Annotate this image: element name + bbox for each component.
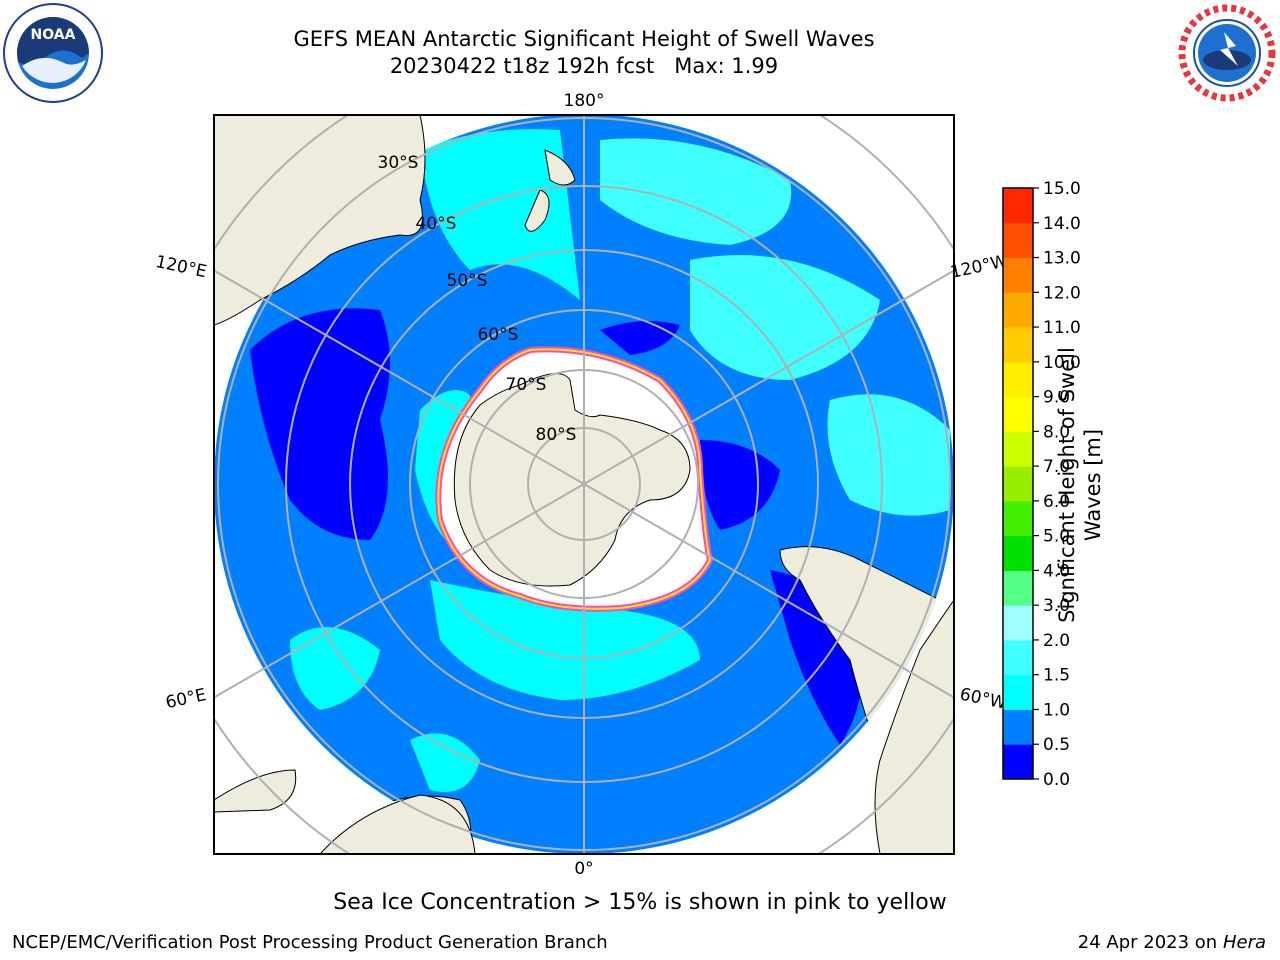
swell-zone-cyan	[290, 627, 380, 710]
swell-zone-cyan	[430, 580, 700, 700]
footer-credit: NCEP/EMC/Verification Post Processing Pr…	[12, 932, 608, 953]
colorbar-segment	[1003, 396, 1033, 432]
colorbar-segment	[1003, 639, 1033, 676]
noaa-logo-text: NOAA	[31, 27, 76, 43]
swell-zone-cyan	[410, 733, 480, 792]
swell-zone-low	[250, 308, 390, 540]
swell-zone-cyan	[420, 129, 580, 300]
colorbar-frame	[1002, 187, 1034, 780]
colorbar-segment	[1003, 674, 1033, 710]
colorbar-segment	[1003, 431, 1033, 467]
colorbar-tick-label: 5.0	[1043, 527, 1070, 547]
colorbar-tick-label: 11.0	[1043, 318, 1081, 338]
footer-date-text: 24 Apr 2023 on	[1077, 932, 1223, 953]
colorbar-segment	[1003, 709, 1033, 745]
colorbar-segment	[1003, 361, 1033, 398]
colorbar-label: Significant Height of Swell Waves [m]	[1055, 347, 1105, 623]
title-line-1: GEFS MEAN Antarctic Significant Height o…	[293, 27, 875, 51]
lat-label-80s: 80°S	[536, 425, 577, 445]
madagascar-outer	[214, 769, 297, 813]
lat-label-30s: 30°S	[378, 153, 419, 173]
colorbar-tick-label: 6.0	[1043, 492, 1070, 512]
longitude-gridlines	[214, 115, 954, 854]
swell-zone-cyan	[600, 138, 792, 245]
colorbar-tick-label: 13.0	[1043, 249, 1081, 269]
lon-label-120e: 120°E	[154, 252, 209, 282]
colorbar-tick-label: 12.0	[1043, 283, 1081, 303]
colorbar-tick-label: 1.5	[1043, 666, 1070, 686]
colorbar-tick-label: 0.5	[1043, 735, 1070, 755]
colorbar-segment	[1003, 292, 1033, 328]
colorbar-segment	[1003, 535, 1033, 571]
colorbar-segment	[1003, 257, 1033, 293]
colorbar-segment	[1003, 500, 1033, 537]
colorbar-segment	[1003, 466, 1033, 502]
swell-zone-cyan	[827, 394, 950, 516]
new-zealand	[544, 149, 576, 186]
colorbar-tick-label: 0.0	[1043, 770, 1070, 790]
swell-zone-low	[600, 321, 680, 355]
lat-label-40s: 40°S	[416, 214, 457, 234]
colorbar: 0.0 0.5 1.0 1.5 2.0 3.0 4.0 5.0 6.0 7.0 8.0 9.0 10.0…	[1002, 180, 1081, 790]
colorbar-tick-label: 1.0	[1043, 700, 1070, 720]
colorbar-tick-label: 9.0	[1043, 388, 1070, 408]
colorbar-tick-label: 7.0	[1043, 457, 1070, 477]
lon-label-0: 0°	[574, 859, 593, 879]
noaa-logo: NOAA	[3, 3, 103, 103]
new-zealand	[524, 189, 550, 232]
lon-label-60e: 60°E	[164, 685, 208, 713]
colorbar-segment	[1003, 222, 1033, 259]
map-title: GEFS MEAN Antarctic Significant Height o…	[184, 26, 984, 80]
footer-date: 24 Apr 2023 on Hera	[1078, 932, 1266, 953]
south-america-outer	[874, 599, 954, 854]
sea-ice-note: Sea Ice Concentration > 15% is shown in …	[333, 890, 947, 915]
sea-ice-edge-yellow	[437, 348, 712, 610]
colorbar-tick-label: 15.0	[1043, 180, 1081, 199]
colorbar-tick-label: 10.0	[1043, 353, 1081, 373]
lon-label-180: 180°	[564, 91, 605, 111]
lat-label-50s: 50°S	[447, 271, 488, 291]
colorbar-segment	[1003, 744, 1033, 780]
colorbar-tick-label: 3.0	[1043, 596, 1070, 616]
australia-outer	[214, 115, 426, 326]
title-line-2: 20230422 t18z 192h fcst Max: 1.99	[389, 54, 779, 78]
colorbar-segment	[1003, 570, 1033, 606]
colorbar-segment	[1003, 327, 1033, 363]
lat-label-70s: 70°S	[506, 375, 547, 395]
map-frame	[213, 114, 955, 855]
swell-zone-cyan	[690, 255, 880, 380]
colorbar-tick-label: 14.0	[1043, 214, 1081, 234]
antarctica	[453, 373, 691, 587]
swell-zone-low	[700, 440, 780, 530]
lat-label-60s: 60°S	[478, 325, 519, 345]
footer-host: Hera	[1222, 932, 1266, 953]
nws-logo	[1178, 4, 1276, 102]
colorbar-tick-label: 2.0	[1043, 631, 1070, 651]
colorbar-tick-label: 8.0	[1043, 422, 1070, 442]
colorbar-segment	[1003, 188, 1033, 224]
colorbar-segment	[1003, 605, 1033, 641]
colorbar-tick-label: 4.0	[1043, 561, 1070, 581]
